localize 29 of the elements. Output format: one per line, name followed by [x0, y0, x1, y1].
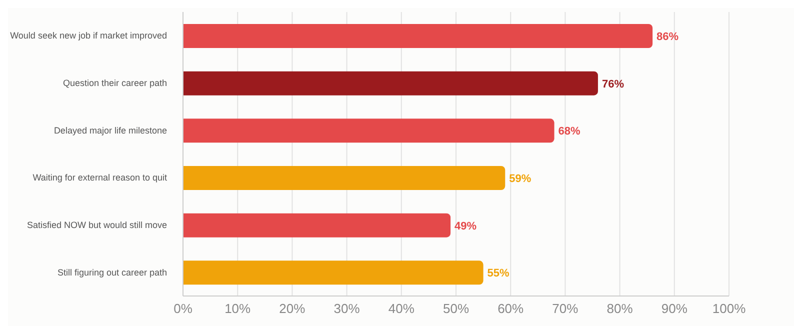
bar [183, 71, 598, 96]
bar [183, 24, 653, 48]
y-tick-label: Waiting for external reason to quit [32, 172, 168, 183]
y-tick-label: Satisfied NOW but would still move [26, 220, 167, 230]
x-tick-label: 20% [279, 301, 306, 316]
x-tick-label: 0% [174, 301, 193, 316]
data-label: 49% [454, 220, 477, 232]
x-tick-label: 30% [334, 301, 360, 316]
data-label: 59% [509, 173, 532, 185]
bar [183, 213, 451, 238]
x-tick-label: 10% [224, 301, 252, 316]
x-tick-label: 50% [442, 301, 470, 316]
x-tick-label: 100% [712, 301, 746, 316]
data-label: 55% [487, 268, 510, 280]
data-label: 76% [602, 78, 624, 90]
x-tick-label: 90% [661, 301, 688, 316]
x-tick-label: 60% [498, 301, 524, 316]
x-tick-label: 80% [606, 301, 634, 316]
y-tick-label: Delayed major life milestone [54, 125, 167, 136]
x-tick-label: 40% [388, 301, 415, 316]
y-tick-label: Question their career path [62, 78, 167, 88]
bar [183, 118, 554, 143]
data-label: 86% [656, 31, 679, 43]
x-tick-label: 70% [552, 301, 579, 316]
bar [183, 260, 484, 285]
data-label: 68% [558, 126, 581, 138]
bar [183, 166, 506, 190]
y-tick-label: Still figuring out career path [57, 267, 167, 278]
y-tick-label: Would seek new job if market improved [10, 30, 167, 41]
